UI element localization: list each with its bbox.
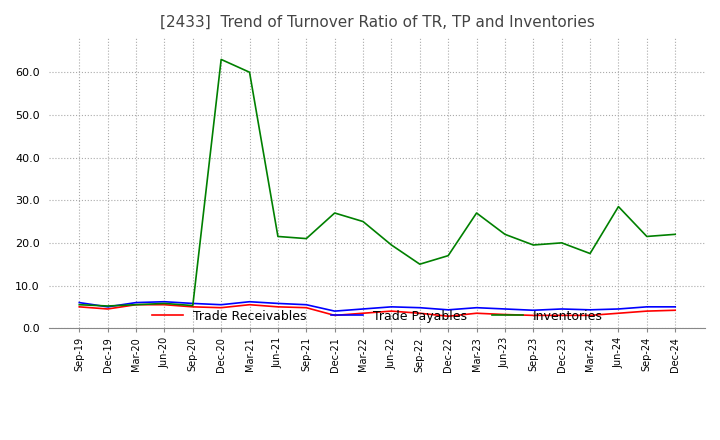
Inventories: [359, 219, 367, 224]
Trade Receivables: [75, 304, 84, 309]
Trade Receivables: [302, 305, 310, 310]
Trade Receivables: [472, 311, 481, 316]
Trade Receivables: [274, 304, 282, 309]
Trade Receivables: [387, 308, 396, 314]
Trade Receivables: [189, 304, 197, 309]
Trade Payables: [586, 307, 595, 312]
Inventories: [217, 57, 225, 62]
Inventories: [529, 242, 538, 248]
Inventories: [274, 234, 282, 239]
Inventories: [500, 232, 509, 237]
Legend: Trade Receivables, Trade Payables, Inventories: Trade Receivables, Trade Payables, Inven…: [147, 305, 608, 328]
Line: Trade Receivables: Trade Receivables: [79, 305, 675, 316]
Inventories: [132, 302, 140, 308]
Trade Receivables: [557, 313, 566, 318]
Inventories: [671, 232, 680, 237]
Trade Payables: [472, 305, 481, 310]
Title: [2433]  Trend of Turnover Ratio of TR, TP and Inventories: [2433] Trend of Turnover Ratio of TR, TP…: [160, 15, 595, 30]
Inventories: [75, 302, 84, 308]
Trade Payables: [444, 307, 452, 312]
Line: Inventories: Inventories: [79, 59, 675, 306]
Trade Payables: [75, 300, 84, 305]
Trade Payables: [500, 306, 509, 312]
Trade Receivables: [444, 314, 452, 319]
Trade Payables: [160, 299, 168, 304]
Inventories: [302, 236, 310, 241]
Trade Payables: [246, 299, 254, 304]
Inventories: [160, 301, 168, 306]
Trade Receivables: [671, 308, 680, 313]
Trade Receivables: [160, 302, 168, 308]
Trade Payables: [614, 306, 623, 312]
Trade Receivables: [132, 302, 140, 308]
Trade Receivables: [415, 311, 424, 316]
Trade Receivables: [642, 308, 651, 314]
Trade Payables: [132, 300, 140, 305]
Trade Payables: [359, 306, 367, 312]
Trade Payables: [274, 301, 282, 306]
Inventories: [104, 303, 112, 308]
Trade Receivables: [500, 312, 509, 317]
Inventories: [415, 261, 424, 267]
Trade Payables: [387, 304, 396, 309]
Trade Payables: [104, 304, 112, 309]
Trade Payables: [330, 308, 339, 314]
Trade Payables: [529, 308, 538, 313]
Trade Receivables: [529, 313, 538, 318]
Trade Payables: [302, 302, 310, 308]
Inventories: [586, 251, 595, 256]
Trade Receivables: [614, 311, 623, 316]
Trade Payables: [189, 301, 197, 306]
Inventories: [642, 234, 651, 239]
Trade Receivables: [330, 313, 339, 318]
Trade Receivables: [217, 305, 225, 310]
Inventories: [330, 210, 339, 216]
Inventories: [189, 303, 197, 308]
Trade Payables: [671, 304, 680, 309]
Trade Payables: [642, 304, 651, 309]
Trade Payables: [217, 302, 225, 308]
Trade Receivables: [359, 311, 367, 316]
Trade Receivables: [586, 313, 595, 318]
Inventories: [246, 70, 254, 75]
Inventories: [387, 242, 396, 248]
Inventories: [444, 253, 452, 258]
Trade Payables: [415, 305, 424, 310]
Inventories: [614, 204, 623, 209]
Line: Trade Payables: Trade Payables: [79, 302, 675, 311]
Trade Receivables: [246, 302, 254, 308]
Inventories: [557, 240, 566, 246]
Trade Payables: [557, 306, 566, 312]
Trade Receivables: [104, 306, 112, 312]
Inventories: [472, 210, 481, 216]
